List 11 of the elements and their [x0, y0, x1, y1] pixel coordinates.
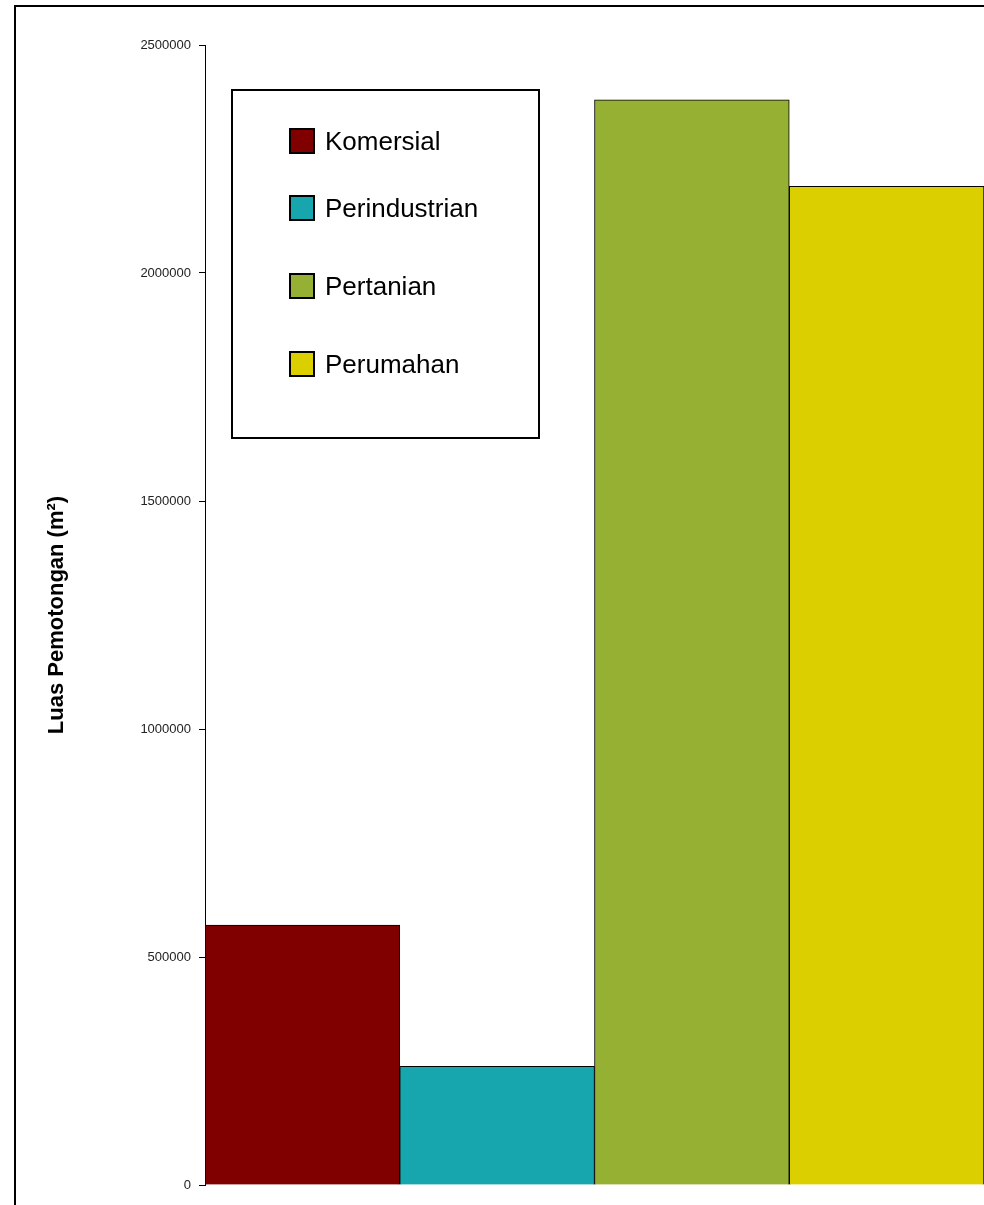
y-axis-title: Luas Pemotongan (m²) [43, 495, 69, 735]
y-tick-label: 1500000 [140, 492, 191, 508]
legend-label: Perumahan [325, 348, 460, 380]
y-tick-label: 500000 [147, 948, 191, 964]
y-tick-label: 1000000 [140, 720, 191, 736]
legend-label: Perindustrian [325, 192, 479, 224]
y-tick-label: 2500000 [140, 36, 191, 52]
legend-label: Pertanian [325, 270, 437, 302]
y-tick-label: 0 [183, 1176, 191, 1192]
y-tick-label: 2000000 [140, 264, 191, 280]
legend-label: Komersial [325, 125, 441, 157]
